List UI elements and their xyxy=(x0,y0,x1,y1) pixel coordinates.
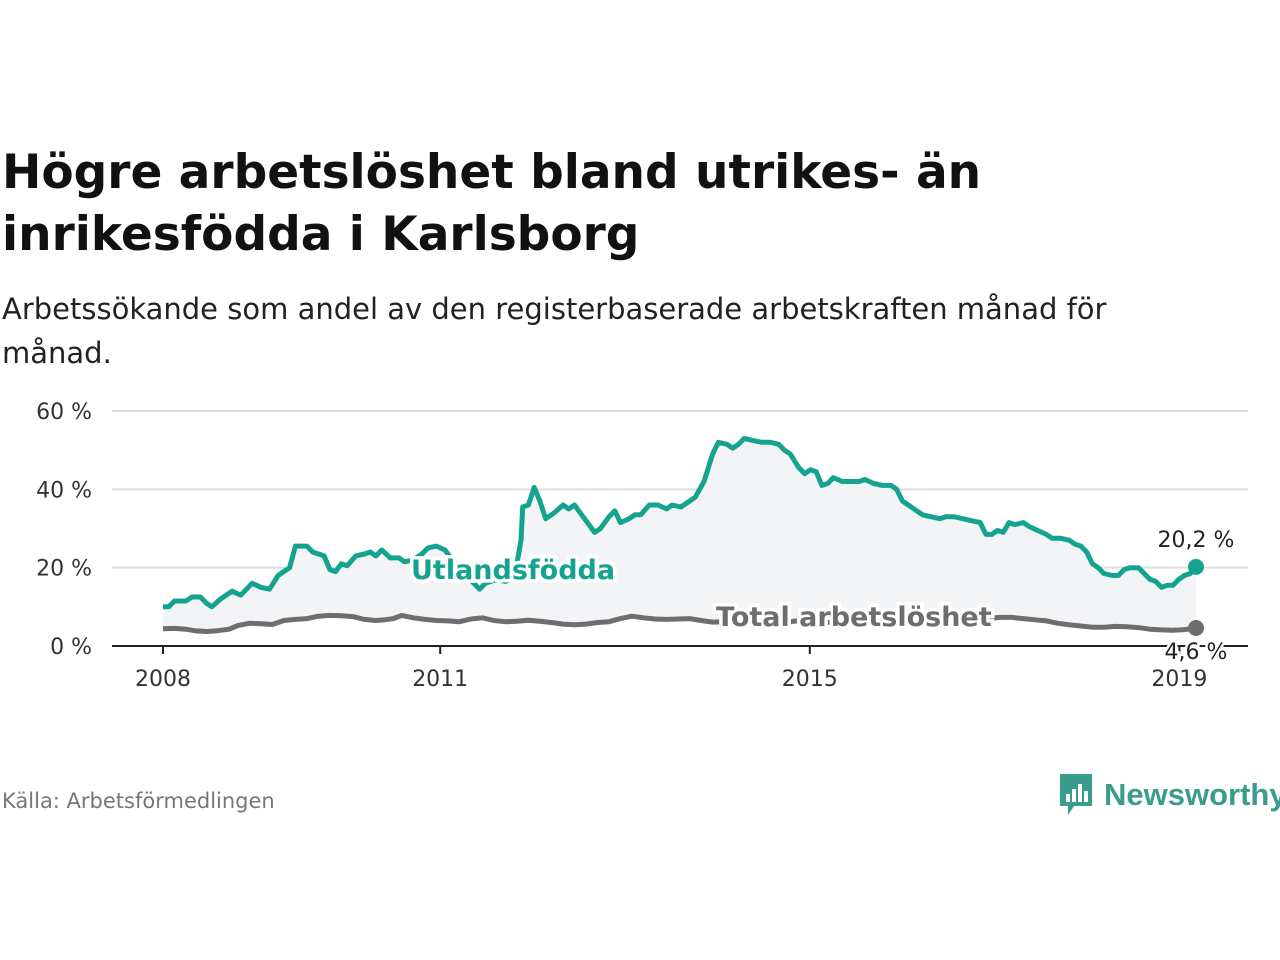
gap-area xyxy=(163,438,1196,632)
brand-logo: Newsworthy xyxy=(1058,772,1280,818)
x-tick-label: 2015 xyxy=(782,667,838,692)
chart-subtitle: Arbetssökande som andel av den registerb… xyxy=(2,292,1107,370)
series-label-total: Total arbetslöshet xyxy=(716,602,992,633)
series-label-utlandsfodda: Utlandsfödda xyxy=(411,555,615,586)
area-layer xyxy=(163,438,1196,632)
end-label-utlandsfodda: 20,2 % xyxy=(1158,528,1235,553)
series-line-total xyxy=(162,612,1197,634)
end-label-total: 4,6 % xyxy=(1165,640,1228,665)
brand-name: Newsworthy xyxy=(1104,777,1280,812)
y-tick-label: 60 % xyxy=(36,400,92,425)
y-tick-label: 40 % xyxy=(36,478,92,503)
end-point-utlandsfodda xyxy=(1188,558,1204,575)
y-tick-label: 20 % xyxy=(36,557,92,582)
x-tick-label: 2019 xyxy=(1151,667,1207,692)
axis-layer: 0 %20 %40 %60 %20082011201520192022 xyxy=(36,400,1248,692)
line-chart: 0 %20 %40 %60 %20082011201520192022 20,2… xyxy=(36,400,1248,692)
newsworthy-logo-icon xyxy=(1060,774,1092,815)
chart-title: Högre arbetslöshet bland utrikes- än inr… xyxy=(2,145,982,262)
label-layer: 20,2 % 4,6 % Utlandsfödda Total arbetslöshe… xyxy=(408,528,1235,668)
line-layer xyxy=(162,435,1204,636)
y-tick-label: 0 % xyxy=(50,635,92,660)
x-tick-label: 2011 xyxy=(412,667,468,692)
source-note: Källa: Arbetsförmedlingen xyxy=(2,789,275,813)
x-tick-label: 2008 xyxy=(135,667,191,692)
end-point-total xyxy=(1188,619,1204,636)
series-line-utlandsfodda xyxy=(163,435,1198,610)
